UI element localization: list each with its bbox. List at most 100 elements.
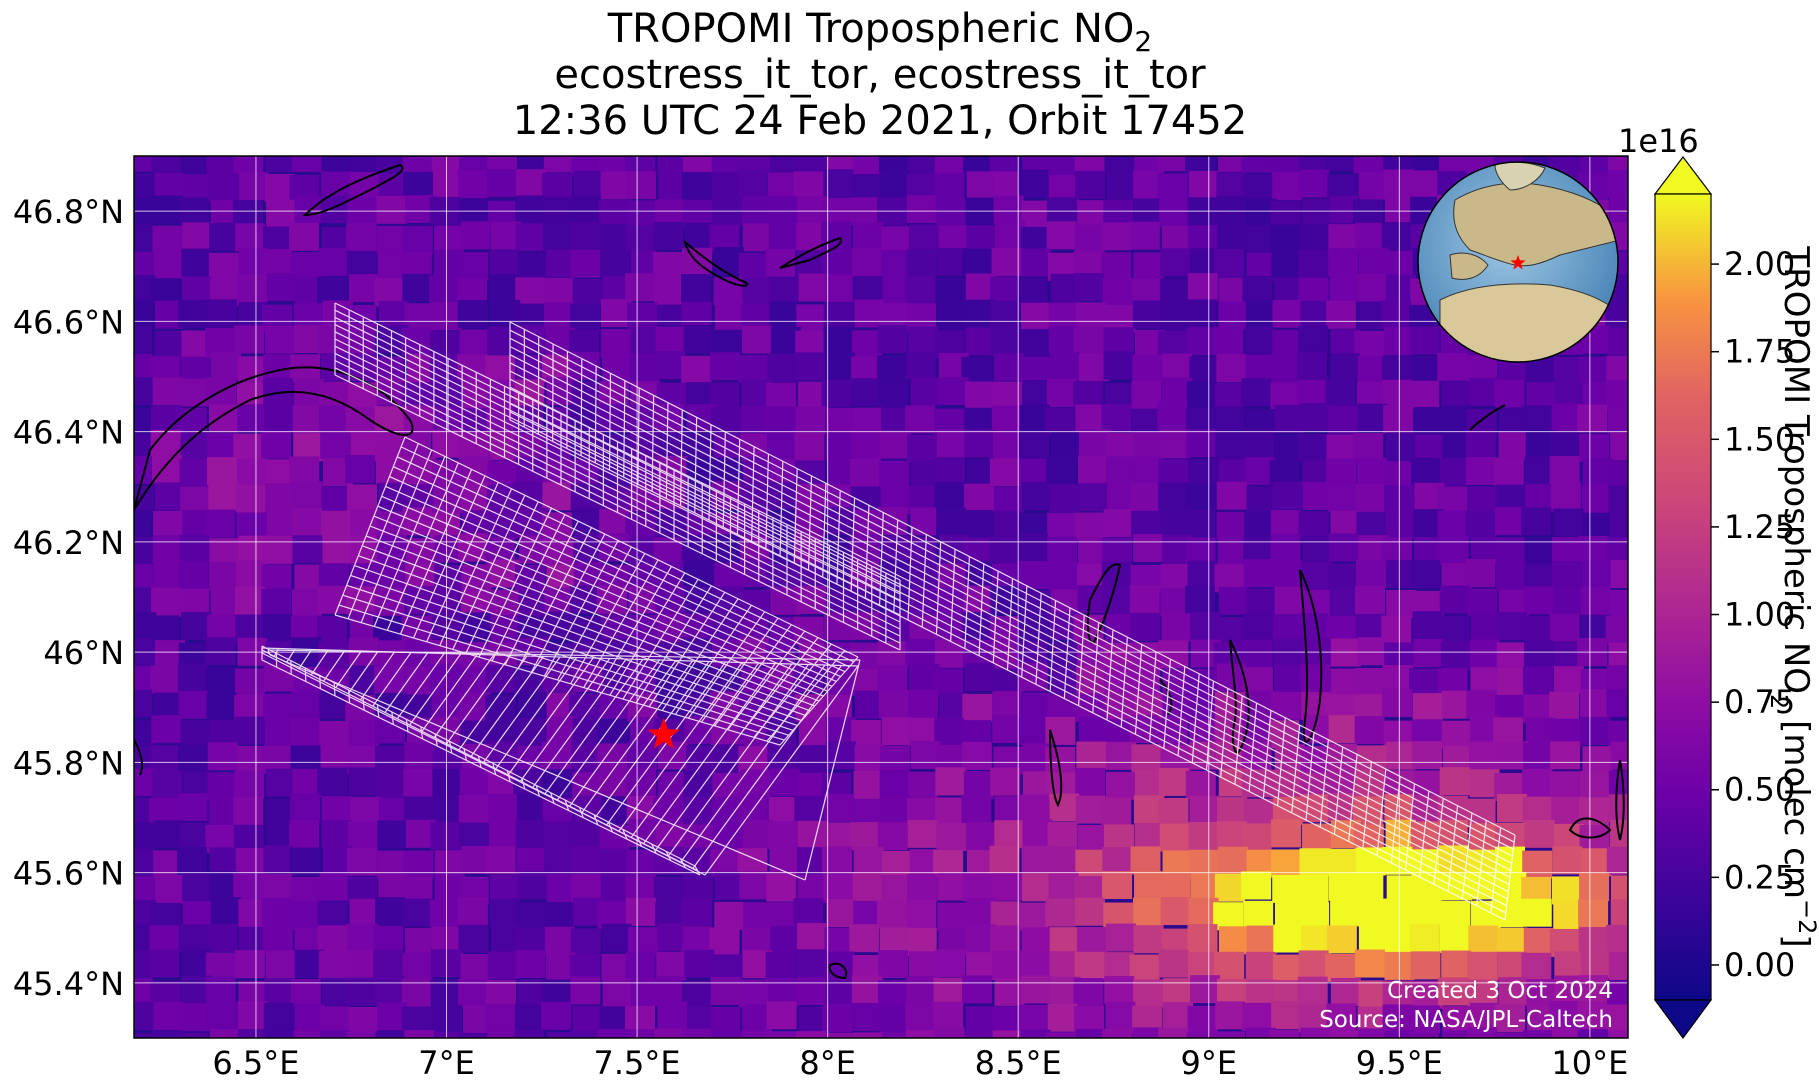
no2-pixel <box>877 197 908 226</box>
no2-pixel <box>1608 642 1628 671</box>
no2-pixel <box>205 327 236 356</box>
no2-pixel <box>598 199 629 228</box>
no2-pixel <box>1606 355 1628 384</box>
no2-pixel <box>881 226 912 255</box>
no2-pixel <box>1102 277 1133 306</box>
no2-pixel <box>1382 665 1413 694</box>
no2-pixel <box>149 925 180 954</box>
no2-pixel <box>793 898 824 927</box>
colorbar-tick-label: 0.25 <box>1724 858 1795 896</box>
no2-pixel <box>1412 693 1443 722</box>
no2-pixel <box>1017 277 1048 306</box>
no2-pixel <box>1186 381 1217 410</box>
no2-pixel <box>1441 405 1472 434</box>
no2-pixel <box>320 195 351 224</box>
footprint-line <box>381 495 833 687</box>
no2-pixel <box>1328 405 1359 434</box>
no2-pixel <box>1580 586 1611 615</box>
no2-pixel <box>934 482 965 511</box>
footprint-line <box>365 535 815 707</box>
no2-pixel <box>1381 379 1412 408</box>
no2-pixel <box>150 665 181 694</box>
no2-pixel <box>542 172 573 201</box>
no2-pixel <box>1162 978 1193 1007</box>
footprint-line <box>458 655 528 751</box>
no2-pixel <box>485 846 516 875</box>
no2-pixel <box>402 225 433 254</box>
no2-pixel <box>430 949 461 978</box>
no2-pixel <box>1159 278 1190 307</box>
no2-pixel <box>544 611 575 640</box>
no2-pixel <box>1048 562 1079 591</box>
no2-pixel <box>625 156 656 172</box>
no2-pixel <box>210 897 241 926</box>
no2-pixel <box>432 169 463 198</box>
colorbar-extend-top <box>1653 156 1713 195</box>
no2-pixel <box>600 171 631 200</box>
no2-pixel <box>1522 666 1553 695</box>
no2-pixel <box>151 156 182 175</box>
no2-pixel <box>264 325 295 354</box>
colorbar-label-suffix: [molec cm <box>1776 709 1816 899</box>
no2-pixel <box>1105 156 1136 176</box>
no2-pixel <box>1158 949 1189 978</box>
no2-pixel <box>655 351 686 380</box>
no2-pixel <box>936 507 967 536</box>
no2-pixel <box>989 300 1020 329</box>
no2-pixel <box>1381 300 1412 329</box>
footprint-line <box>532 658 627 788</box>
lake-geneva-coast <box>134 366 414 511</box>
longitude-axis: 6.5°E 7°E 7.5°E 8°E 8.5°E 9°E 9.5°E 10°E <box>212 1044 1628 1082</box>
no2-pixel <box>1382 980 1413 1009</box>
no2-pixel <box>1273 664 1304 693</box>
no2-pixel <box>825 741 856 770</box>
no2-pixel <box>375 1030 406 1038</box>
no2-pixel <box>1046 379 1077 408</box>
no2-pixel <box>1186 1032 1217 1038</box>
no2-pixel <box>290 793 321 822</box>
no2-pixel <box>542 797 573 826</box>
no2-pixel <box>1552 586 1583 615</box>
no2-pixel <box>1301 562 1332 591</box>
no2-pixel <box>1525 717 1556 746</box>
no2-pixel <box>877 980 908 1009</box>
no2-pixel <box>1439 585 1470 614</box>
no2-pixel <box>134 172 157 201</box>
no2-pixel <box>851 432 882 461</box>
no2-pixel <box>489 274 520 303</box>
no2-pixel <box>404 666 435 695</box>
no2-pixel <box>234 950 265 979</box>
no2-pixel <box>907 689 938 718</box>
no2-pixel <box>378 300 409 329</box>
no2-pixel <box>1469 639 1500 668</box>
no2-pixel <box>1523 742 1554 771</box>
no2-pixel <box>134 434 152 463</box>
no2-pixel <box>347 156 378 177</box>
no2-pixel <box>1186 299 1217 328</box>
no2-pixel <box>765 406 796 435</box>
no2-pixel <box>1130 483 1161 512</box>
no2-pixel <box>179 822 210 851</box>
no2-pixel <box>1076 741 1107 770</box>
no2-pixel <box>1412 611 1443 640</box>
no2-pixel <box>1465 559 1496 588</box>
no2-pixel <box>134 689 152 718</box>
lat-tick-label: 45.8°N <box>13 744 124 782</box>
no2-pixel <box>1579 433 1610 462</box>
no2-pixel <box>907 819 938 848</box>
no2-pixel <box>134 720 156 749</box>
no2-pixel <box>628 585 659 614</box>
no2-pixel <box>265 156 296 172</box>
no2-pixel <box>236 458 267 487</box>
no2-pixel <box>1270 200 1301 229</box>
no2-pixel <box>1106 923 1137 952</box>
no2-pixel <box>1269 1029 1300 1038</box>
no2-pixel <box>1609 195 1628 224</box>
footprint-line <box>359 651 395 701</box>
no2-pixel <box>879 430 910 459</box>
no2-pixel <box>1018 533 1049 562</box>
no2-pixel <box>377 820 408 849</box>
no2-pixel <box>1271 250 1302 279</box>
no2-pixel <box>1242 276 1273 305</box>
no2-pixel <box>1554 951 1585 980</box>
